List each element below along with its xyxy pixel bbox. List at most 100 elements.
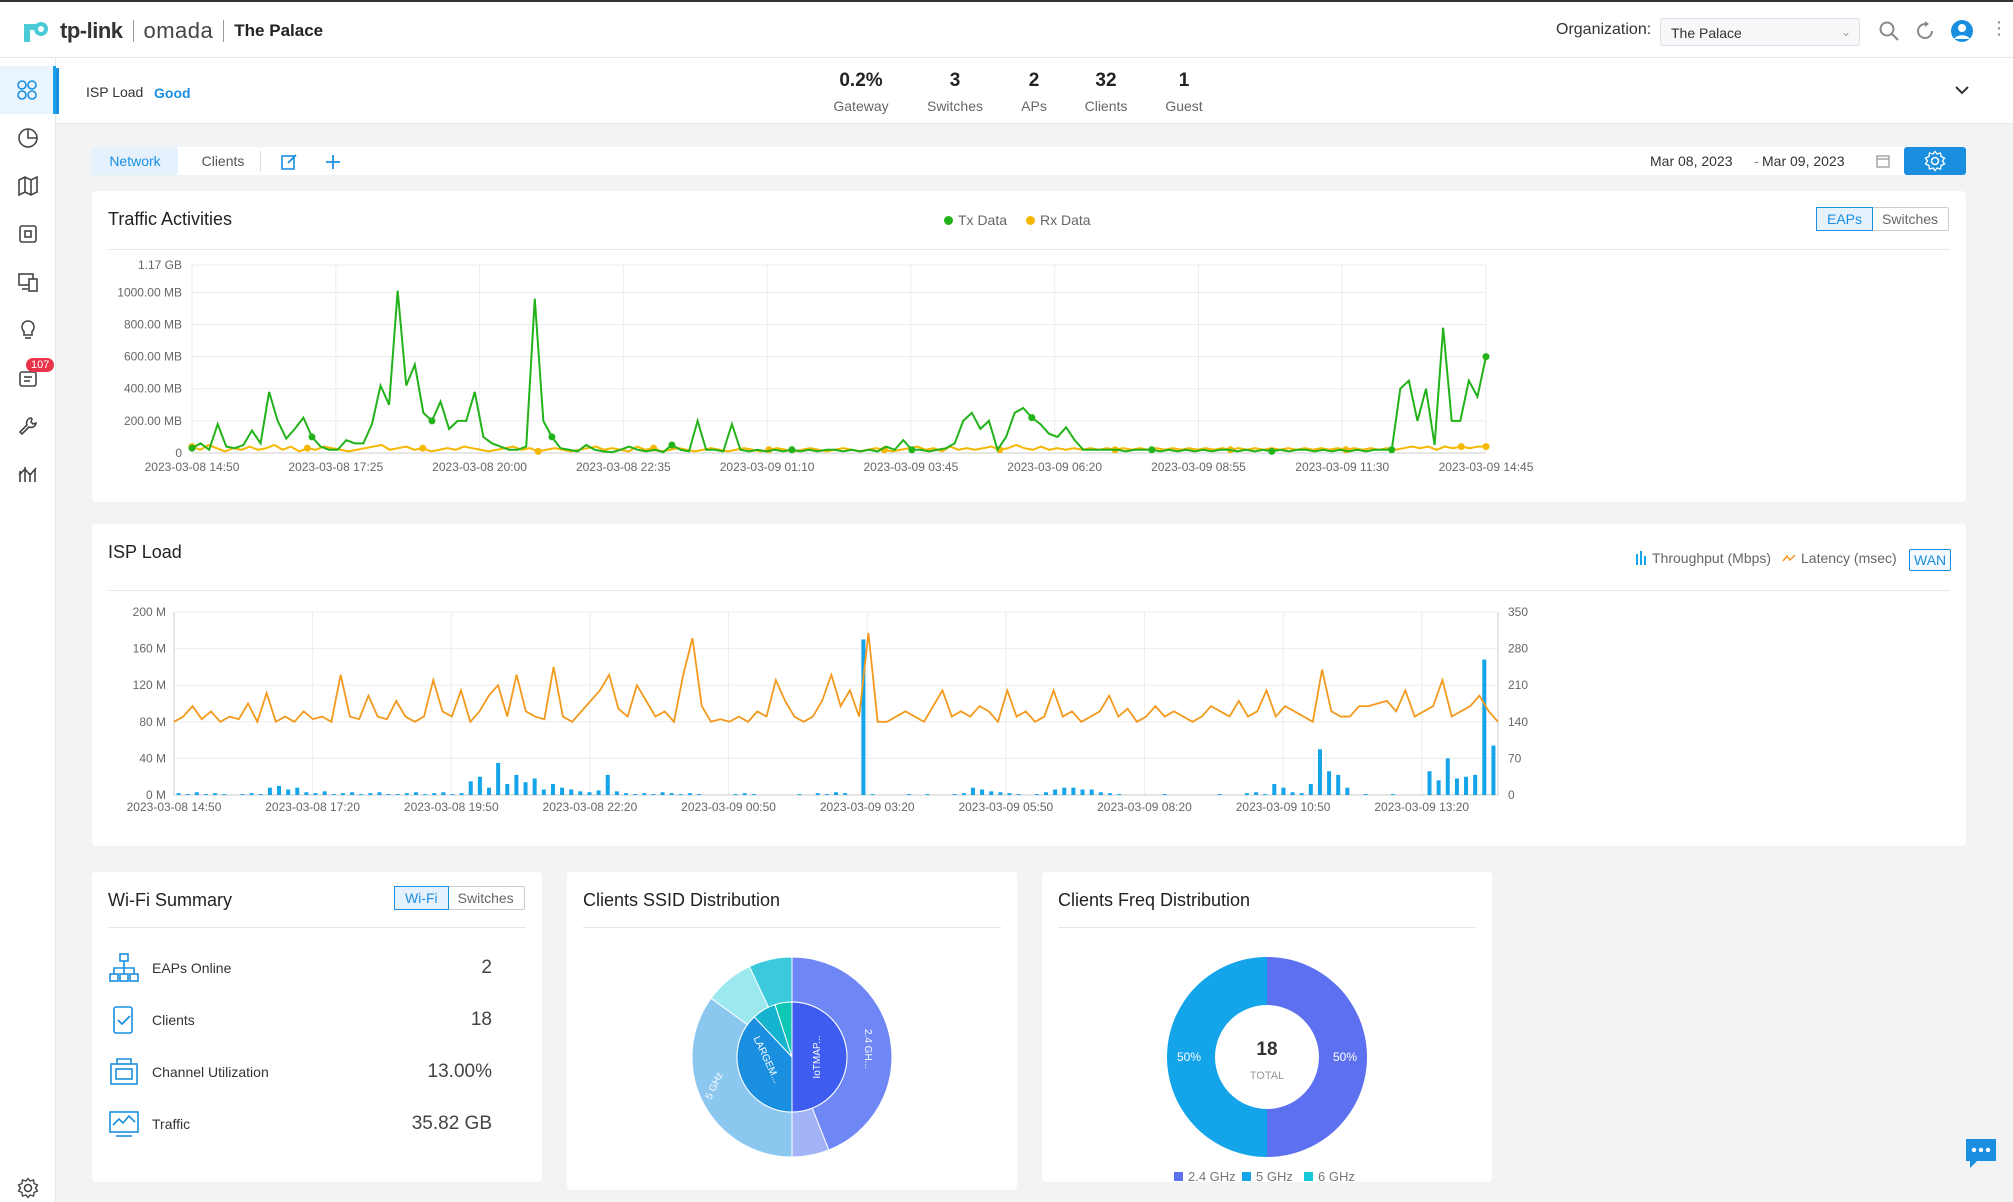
data-point [1457, 443, 1465, 451]
data-point [668, 441, 676, 449]
throughput-bar [569, 789, 574, 795]
legend-throughput[interactable]: Throughput (Mbps) [1635, 550, 1771, 566]
stat-clients[interactable]: 32 Clients [1085, 70, 1128, 114]
wifi-row-value: 13.00% [427, 1061, 492, 1082]
sidebar-item-dashboard[interactable] [0, 66, 56, 114]
devices-icon [19, 225, 37, 243]
logo[interactable]: tp-link omada The Palace [20, 16, 323, 46]
search-icon[interactable] [1878, 20, 1900, 42]
data-point [1028, 414, 1036, 422]
stat-gateway[interactable]: 0.2% Gateway [833, 70, 888, 114]
wifi-row-eaps-online: EAPs Online 2 [108, 948, 492, 988]
sidebar-item-statistics[interactable] [0, 114, 56, 162]
throughput-bar [322, 791, 327, 795]
x-tick-label: 2023-03-09 00:50 [681, 800, 776, 814]
x-tick-label: 2023-03-08 14:50 [127, 800, 222, 814]
sidebar-item-map[interactable] [0, 162, 56, 210]
throughput-bar [1454, 778, 1459, 795]
stat-aps[interactable]: 2 APs [1021, 70, 1047, 114]
add-icon[interactable] [324, 153, 342, 171]
legend-tx-data[interactable]: Tx Data [944, 212, 1007, 228]
throughput-bar [1473, 774, 1478, 795]
throughput-bar [459, 793, 464, 795]
date-start[interactable]: Mar 08, 2023 [1650, 153, 1733, 169]
alert-count-badge: 107 [26, 358, 55, 372]
chat-support-button[interactable] [1963, 1136, 1999, 1170]
isp-load-chart[interactable]: 0 M 0 40 M 70 80 M 140 120 M 210 160 M 280 200 M 35… [92, 594, 1966, 840]
throughput-bar [1482, 659, 1487, 795]
ssid-inner-slice [774, 1001, 793, 1058]
stat-switches[interactable]: 3 Switches [927, 70, 983, 114]
throughput-bar [633, 794, 638, 795]
ssid-distribution-chart[interactable]: 2.4 GH...5 GHzIoTMAP...LARGEM... [567, 932, 1017, 1182]
throughput-bar [386, 794, 391, 795]
throughput-bar [413, 792, 418, 795]
throughput-bar [1281, 787, 1286, 795]
site-name: The Palace [234, 21, 324, 40]
y-left-tick-label: 0 M [146, 788, 166, 802]
latency-line [173, 632, 1499, 725]
sidebar-item-insight[interactable] [0, 306, 56, 354]
sidebar-item-tools[interactable] [0, 402, 56, 450]
throughput-bar [1427, 771, 1432, 795]
stat-guest[interactable]: 1 Guest [1165, 70, 1202, 114]
throughput-bar [295, 787, 300, 795]
dashboard-icon [16, 80, 37, 100]
ssid-inner-slice [736, 1016, 793, 1113]
throughput-bar [176, 793, 181, 795]
toggle-eaps[interactable]: EAPs [1816, 207, 1874, 231]
card-divider [108, 927, 526, 928]
throughput-bar [952, 794, 957, 795]
date-end[interactable]: Mar 09, 2023 [1762, 153, 1845, 169]
network-topology-icon [109, 953, 139, 982]
reports-icon [18, 467, 37, 482]
legend-rx-data[interactable]: Rx Data [1026, 212, 1091, 228]
sidebar-item-reports[interactable] [0, 450, 56, 498]
throughput-bar [468, 781, 473, 795]
throughput-bar [678, 794, 683, 795]
sidebar: 107 [0, 58, 56, 1202]
x-tick-label: 2023-03-09 01:10 [720, 460, 815, 474]
card-title: Clients SSID Distribution [583, 890, 781, 910]
org-select[interactable]: The Palace ⌄ [1660, 18, 1860, 46]
traffic-chart[interactable]: 0 200.00 MB 400.00 MB 600.00 MB 800.00 MB 100… [92, 251, 1966, 491]
sidebar-item-settings[interactable] [0, 1164, 56, 1202]
logo-separator [132, 20, 134, 42]
throughput-bar [1107, 793, 1112, 795]
tab-network[interactable]: Network [92, 147, 178, 175]
toggle-switches[interactable]: Switches [457, 890, 514, 906]
throughput-bar [194, 792, 199, 795]
throughput-bar [487, 787, 492, 795]
x-tick-label: 2023-03-08 17:25 [288, 460, 383, 474]
throughput-bar [697, 794, 702, 795]
sidebar-item-log[interactable]: 107 [0, 354, 56, 402]
chevron-down-icon[interactable] [1954, 84, 1970, 96]
throughput-bar [651, 794, 656, 795]
user-avatar-icon[interactable] [1950, 19, 1974, 43]
tab-clients[interactable]: Clients [201, 153, 245, 169]
throughput-bar [1217, 794, 1222, 795]
card-divider [1058, 927, 1476, 928]
throughput-bar [267, 787, 272, 795]
legend-latency[interactable]: Latency (msec) [1782, 550, 1897, 566]
x-tick-label: 2023-03-08 14:50 [145, 460, 240, 474]
dashboard-settings-button[interactable] [1904, 147, 1966, 175]
legend-swatch [944, 215, 953, 225]
toggle-wifi[interactable]: Wi-Fi [394, 886, 449, 910]
throughput-bar [742, 793, 747, 795]
freq-distribution-chart[interactable]: 18 TOTAL 50% 50% 2.4 GHz 5 GHz 6 GHz [1042, 932, 1492, 1182]
traffic-device-toggle: EAPs Switches [1816, 207, 1950, 231]
edit-icon[interactable] [280, 153, 298, 171]
sidebar-item-clients[interactable] [0, 258, 56, 306]
wan-button[interactable]: WAN [1909, 549, 1952, 571]
x-tick-label: 2023-03-09 03:45 [864, 460, 959, 474]
org-select-value: The Palace [1671, 25, 1742, 41]
x-tick-label: 2023-03-09 10:50 [1236, 800, 1331, 814]
throughput-bar [815, 793, 820, 795]
calendar-icon[interactable] [1876, 154, 1890, 168]
toggle-switches[interactable]: Switches [1882, 211, 1939, 227]
throughput-bar [222, 794, 227, 795]
refresh-icon[interactable] [1914, 20, 1936, 42]
sidebar-item-devices[interactable] [0, 210, 56, 258]
more-menu-icon[interactable]: ⋮ [1990, 18, 2008, 38]
